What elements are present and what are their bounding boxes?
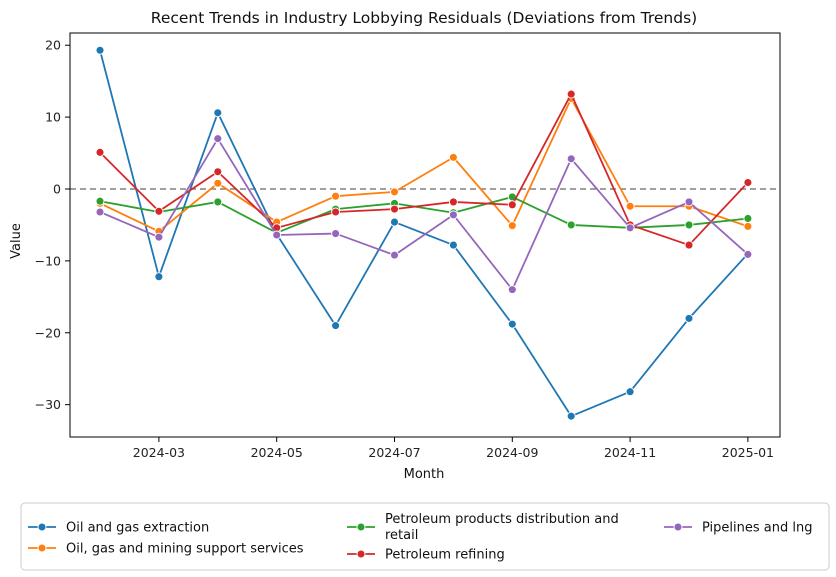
data-point (448, 152, 458, 162)
x-tick-label: 2024-03 (133, 445, 185, 460)
data-point (272, 230, 282, 240)
series-line (99, 97, 749, 233)
data-point (507, 319, 517, 329)
data-point (625, 387, 635, 397)
series-petroleum-products-distribution-and-retail (95, 192, 753, 238)
legend: Oil and gas extraction Oil, gas and minin… (20, 502, 830, 571)
legend-swatch-marker (356, 522, 366, 532)
data-point (154, 272, 164, 282)
data-point (743, 214, 753, 223)
series-layer (95, 45, 753, 421)
legend-item: Petroleum refining (347, 548, 505, 563)
data-point (213, 108, 223, 118)
data-point (95, 207, 105, 217)
data-point (566, 411, 576, 421)
x-tick-label: 2024-09 (486, 445, 538, 460)
chart-title: Recent Trends in Industry Lobbying Resid… (151, 9, 697, 27)
data-point (213, 197, 223, 207)
legend-swatch-marker (37, 543, 47, 553)
data-point (95, 45, 105, 55)
data-point (684, 240, 694, 250)
legend-label: Petroleum refining (385, 548, 505, 563)
data-point (390, 187, 399, 197)
legend-label: Oil, gas and mining support services (66, 542, 304, 557)
data-point (566, 154, 576, 164)
data-point (566, 220, 576, 230)
data-point (95, 196, 105, 206)
y-tick-label: −10 (35, 253, 61, 268)
data-point (684, 220, 694, 230)
y-tick-label: 0 (53, 181, 61, 196)
series-line (99, 196, 748, 234)
data-point (331, 229, 341, 239)
data-point (213, 178, 223, 188)
x-tick-label: 2025-01 (722, 445, 774, 460)
legend-label: Petroleum products distribution and retai… (385, 512, 619, 543)
data-point (743, 249, 753, 259)
data-point (507, 221, 517, 231)
legend-swatch-marker (37, 522, 47, 532)
data-point (213, 167, 223, 177)
data-point (625, 201, 635, 211)
y-tick-label: 20 (45, 38, 61, 53)
data-point (507, 285, 517, 295)
data-point (743, 178, 753, 187)
series-line (99, 93, 749, 246)
data-point (154, 206, 164, 216)
x-tick-label: 2024-07 (368, 445, 420, 460)
y-axis: 20 10 0 −10 −20 −30 (35, 38, 70, 412)
x-axis-title: Month (404, 467, 445, 482)
series-line (99, 137, 749, 291)
data-point (95, 147, 105, 157)
legend-item: Petroleum products distribution and retai… (347, 512, 619, 543)
data-point (213, 134, 223, 144)
data-point (390, 204, 399, 214)
data-point (684, 313, 694, 323)
data-point (390, 250, 399, 260)
series-pipelines-and-lng (95, 134, 753, 295)
legend-swatch-marker (673, 522, 683, 532)
legend-item: Pipelines and lng (664, 521, 812, 536)
data-point (625, 223, 635, 233)
data-point (448, 210, 458, 220)
data-point (743, 221, 753, 231)
y-tick-label: 10 (45, 110, 61, 125)
data-point (390, 217, 399, 227)
legend-item: Oil and gas extraction (28, 521, 209, 536)
data-point (331, 207, 341, 217)
plot-frame (69, 32, 781, 438)
y-tick-label: −30 (35, 397, 61, 412)
y-axis-title: Value (9, 223, 24, 259)
y-tick-label: −20 (35, 325, 61, 340)
data-point (331, 321, 341, 331)
data-point (684, 197, 694, 207)
data-point (507, 200, 517, 210)
data-point (331, 191, 341, 201)
x-tick-label: 2024-05 (251, 445, 303, 460)
x-axis: 2024-03 2024-05 2024-07 2024-09 2024-11 2025-… (133, 437, 774, 460)
series-line (99, 50, 749, 418)
x-tick-label: 2024-11 (604, 445, 656, 460)
data-point (448, 240, 458, 250)
series-petroleum-refining (95, 89, 753, 250)
legend-box (20, 502, 830, 571)
legend-label: Oil and gas extraction (66, 521, 209, 536)
legend-item: Oil, gas and mining support services (28, 542, 304, 557)
series-oil-gas-and-mining-support-services (95, 93, 753, 236)
legend-label: Pipelines and lng (702, 521, 812, 536)
data-point (566, 89, 576, 99)
data-point (154, 232, 164, 242)
data-point (448, 197, 458, 207)
legend-swatch-marker (356, 549, 366, 559)
